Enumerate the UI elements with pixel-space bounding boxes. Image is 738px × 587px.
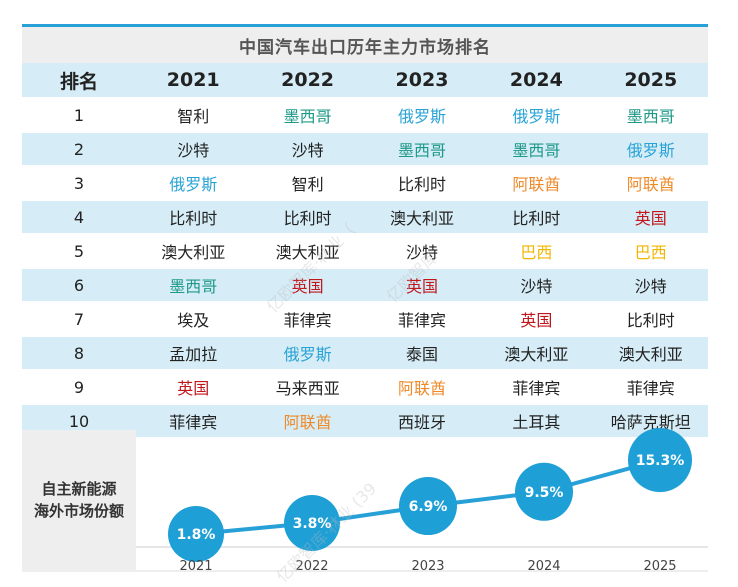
share-data-label: 3.8% <box>293 516 332 532</box>
country-cell: 阿联酋 <box>593 167 708 201</box>
country-cell: 埃及 <box>136 303 251 337</box>
table-row: 6 墨西哥 英国 英国 沙特 沙特 <box>22 269 708 303</box>
country-cell: 阿联酋 <box>364 371 480 405</box>
table-row: 4 比利时 比利时 澳大利亚 比利时 英国 <box>22 201 708 235</box>
country-cell: 澳大利亚 <box>593 337 708 371</box>
share-bubble <box>515 462 573 521</box>
country-cell: 英国 <box>364 269 480 303</box>
country-cell: 比利时 <box>364 167 480 201</box>
country-cell: 沙特 <box>364 235 480 269</box>
table-row: 9 英国 马来西亚 阿联酋 菲律宾 菲律宾 <box>22 371 708 405</box>
rank-cell: 6 <box>22 269 136 303</box>
country-cell: 俄罗斯 <box>136 167 251 201</box>
market-share-label-line: 自主新能源 <box>41 480 117 498</box>
country-cell: 墨西哥 <box>136 269 251 303</box>
country-cell: 澳大利亚 <box>136 235 251 269</box>
country-cell: 英国 <box>593 201 708 235</box>
share-bubble <box>628 428 692 492</box>
country-cell: 澳大利亚 <box>364 201 480 235</box>
rank-cell: 4 <box>22 201 136 235</box>
market-share-label-line: 海外市场份额 <box>33 502 124 520</box>
rank-cell: 9 <box>22 371 136 405</box>
share-data-label: 15.3% <box>636 453 685 469</box>
country-cell: 澳大利亚 <box>250 235 365 269</box>
country-cell: 阿联酋 <box>250 405 365 439</box>
rank-cell: 1 <box>22 99 136 133</box>
market-share-chart: 1.8%20213.8%20226.9%20239.5%202415.3%202… <box>136 428 708 574</box>
country-cell: 巴西 <box>593 235 708 269</box>
country-cell: 比利时 <box>136 201 251 235</box>
rank-cell: 3 <box>22 167 136 201</box>
header-year: 2024 <box>479 63 594 99</box>
table-title: 中国汽车出口历年主力市场排名 <box>22 27 708 63</box>
header-year: 2021 <box>136 63 251 99</box>
share-data-label: 1.8% <box>177 527 216 543</box>
header-year: 2025 <box>593 63 708 99</box>
header-year: 2023 <box>364 63 480 99</box>
share-bubble <box>399 477 457 536</box>
country-cell: 比利时 <box>593 303 708 337</box>
share-data-label: 9.5% <box>525 485 564 501</box>
table-row: 7 埃及 菲律宾 菲律宾 英国 比利时 <box>22 303 708 337</box>
table-row: 1 智利 墨西哥 俄罗斯 俄罗斯 墨西哥 <box>22 99 708 133</box>
header-year: 2022 <box>250 63 365 99</box>
bottom-rule <box>22 570 708 572</box>
header-rank: 排名 <box>22 63 136 99</box>
country-cell: 菲律宾 <box>364 303 480 337</box>
country-cell: 西班牙 <box>364 405 480 439</box>
table-row: 3 俄罗斯 智利 比利时 阿联酋 阿联酋 <box>22 167 708 201</box>
country-cell: 俄罗斯 <box>479 99 594 133</box>
country-cell: 马来西亚 <box>250 371 365 405</box>
country-cell: 俄罗斯 <box>364 99 480 133</box>
country-cell: 菲律宾 <box>479 371 594 405</box>
country-cell: 巴西 <box>479 235 594 269</box>
country-cell: 俄罗斯 <box>250 337 365 371</box>
country-cell: 俄罗斯 <box>593 133 708 167</box>
country-cell: 比利时 <box>479 201 594 235</box>
country-cell: 墨西哥 <box>593 99 708 133</box>
country-cell: 阿联酋 <box>479 167 594 201</box>
table-header-row: 排名 2021 2022 2023 2024 2025 <box>22 63 708 99</box>
country-cell: 智利 <box>136 99 251 133</box>
share-bubble <box>284 495 340 552</box>
title-top-rule <box>22 24 708 27</box>
share-bubble <box>168 506 224 562</box>
rank-cell: 2 <box>22 133 136 167</box>
table-row: 5 澳大利亚 澳大利亚 沙特 巴西 巴西 <box>22 235 708 269</box>
country-cell: 泰国 <box>364 337 480 371</box>
table-body: 1 智利 墨西哥 俄罗斯 俄罗斯 墨西哥 2 沙特 沙特 墨西哥 墨西哥 俄罗斯 3 俄罗斯 智利 比利时 阿联… <box>22 99 708 439</box>
country-cell: 英国 <box>136 371 251 405</box>
share-data-label: 6.9% <box>409 499 448 515</box>
table-row: 8 孟加拉 俄罗斯 泰国 澳大利亚 澳大利亚 <box>22 337 708 371</box>
country-cell: 智利 <box>250 167 365 201</box>
country-cell: 沙特 <box>136 133 251 167</box>
country-cell: 沙特 <box>593 269 708 303</box>
country-cell: 孟加拉 <box>136 337 251 371</box>
country-cell: 英国 <box>479 303 594 337</box>
country-cell: 澳大利亚 <box>479 337 594 371</box>
rank-cell: 5 <box>22 235 136 269</box>
table-row: 2 沙特 沙特 墨西哥 墨西哥 俄罗斯 <box>22 133 708 167</box>
country-cell: 菲律宾 <box>593 371 708 405</box>
market-share-label: 自主新能源 海外市场份额 <box>22 430 136 570</box>
country-cell: 墨西哥 <box>250 99 365 133</box>
rank-cell: 7 <box>22 303 136 337</box>
country-cell: 英国 <box>250 269 365 303</box>
ranking-table: 排名 2021 2022 2023 2024 2025 1 智利 墨西哥 俄罗斯 俄罗斯… <box>22 63 708 439</box>
country-cell: 墨西哥 <box>364 133 480 167</box>
country-cell: 土耳其 <box>479 405 594 439</box>
country-cell: 比利时 <box>250 201 365 235</box>
country-cell: 沙特 <box>250 133 365 167</box>
rank-cell: 8 <box>22 337 136 371</box>
country-cell: 菲律宾 <box>250 303 365 337</box>
country-cell: 沙特 <box>479 269 594 303</box>
country-cell: 菲律宾 <box>136 405 251 439</box>
country-cell: 墨西哥 <box>479 133 594 167</box>
